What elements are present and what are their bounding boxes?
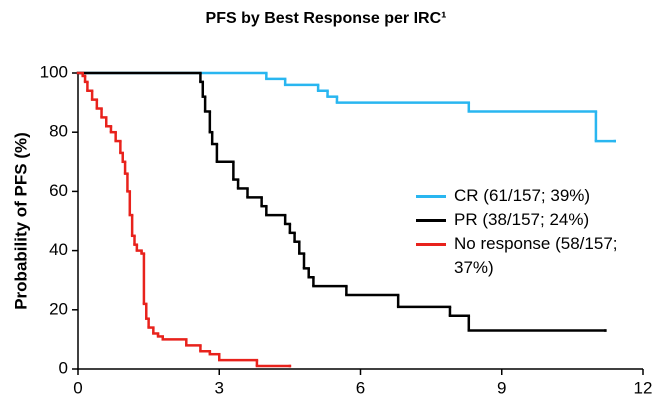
- legend-swatch: [416, 195, 446, 198]
- x-tick-label: 12: [634, 378, 653, 397]
- y-tick-label: 60: [49, 181, 68, 200]
- legend: CR (61/157; 39%) PR (38/157; 24%) No respo…: [416, 184, 648, 280]
- legend-swatch: [416, 243, 446, 246]
- y-tick-label: 0: [59, 358, 68, 377]
- y-tick-label: 20: [49, 299, 68, 318]
- legend-swatch: [416, 219, 446, 222]
- y-tick-label: 80: [49, 122, 68, 141]
- x-tick-label: 0: [73, 378, 82, 397]
- x-tick-label: 9: [497, 378, 506, 397]
- x-tick-label: 6: [356, 378, 365, 397]
- y-tick-label: 100: [40, 62, 68, 81]
- chart-title: PFS by Best Response per IRC¹: [206, 10, 447, 27]
- legend-item: No response (58/157; 37%): [416, 232, 648, 280]
- legend-label: PR (38/157; 24%): [454, 210, 590, 229]
- legend-label: No response (58/157; 37%): [454, 234, 618, 277]
- x-tick-label: 3: [215, 378, 224, 397]
- y-tick-label: 40: [49, 240, 68, 259]
- legend-item: PR (38/157; 24%): [416, 208, 648, 232]
- y-axis-label: Probability of PFS (%): [11, 132, 30, 310]
- legend-item: CR (61/157; 39%): [416, 184, 648, 208]
- legend-label: CR (61/157; 39%): [454, 186, 591, 205]
